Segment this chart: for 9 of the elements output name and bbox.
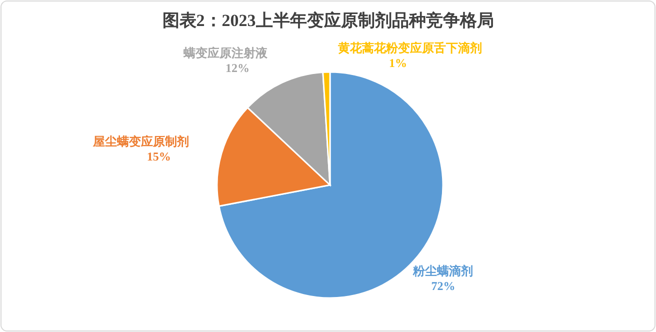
- data-label: 12%: [225, 61, 250, 76]
- chart-title: 图表2：2023上半年变应原制剂品种竞争格局: [162, 11, 494, 30]
- slice-label: 屋尘螨变应原制剂: [92, 134, 189, 149]
- data-label: 72%: [431, 279, 456, 294]
- slice-label: 螨变应原注射液: [182, 46, 268, 60]
- data-label: 1%: [389, 56, 407, 70]
- slice-label: 粉尘螨滴剂: [412, 264, 474, 278]
- slice-label: 黄花蒿花粉变应原舌下滴剂: [337, 41, 482, 55]
- data-label: 15%: [146, 150, 171, 164]
